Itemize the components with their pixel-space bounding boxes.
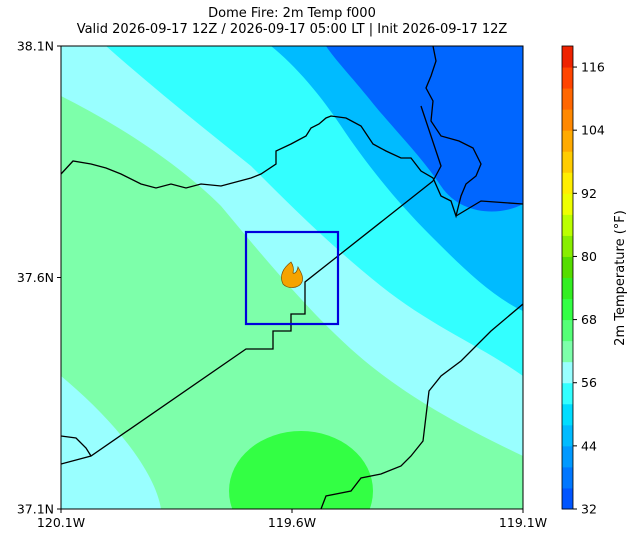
colorbar-band [562,130,573,152]
colorbar-tick-label: 80 [581,249,597,264]
y-tick-label: 37.6N [17,270,54,285]
colorbar-band [562,109,573,131]
colorbar-band [562,151,573,173]
colorbar-band [562,256,573,278]
x-tick-label: 119.6W [268,515,316,530]
colorbar-tick-label: 68 [581,312,597,327]
contour [229,431,373,509]
colorbar-band [562,466,573,489]
colorbar-frame [561,45,574,510]
colorbar-tick-label: 32 [581,502,597,517]
subtitle: Valid 2026-09-17 12Z / 2026-09-17 05:00 … [77,22,508,37]
colorbar-band [562,319,573,342]
x-tick-label: 120.1W [37,515,85,530]
colorbar-band [562,361,573,384]
contour [106,46,523,376]
colorbar-band [562,445,573,468]
map [61,46,523,509]
colorbar [562,46,573,510]
focus-box [244,230,340,326]
colorbar-tick-label: 116 [581,60,605,75]
y-tick-label: 38.1N [17,39,54,54]
colorbar-band [562,487,573,510]
colorbar-tick-label: 44 [581,438,597,453]
x-tick-label: 119.1W [499,515,547,530]
colorbar-tick-label: 104 [581,123,605,138]
colorbar-band [562,382,573,405]
colorbar-tick-label: 92 [581,186,597,201]
contour [61,96,523,509]
colorbar-band [562,88,573,110]
colorbar-band [562,277,573,300]
colorbar-band [562,298,573,321]
colorbar-band [562,235,573,257]
fire-icon [281,261,303,288]
colorbar-label: 2m Temperature (°F) [613,210,628,346]
colorbar-band [562,214,573,236]
colorbar-band [562,172,573,194]
colorbar-band [562,46,573,68]
colorbar-band [562,67,573,89]
colorbar-band [562,403,573,426]
colorbar-band [562,193,573,215]
contour [326,46,523,212]
colorbar-band [562,340,573,363]
y-tick-label: 37.1N [17,502,54,517]
boundaries [61,46,523,509]
colorbar-band [562,424,573,447]
title: Dome Fire: 2m Temp f000 [208,6,376,21]
colorbar-tick-label: 56 [581,375,597,390]
